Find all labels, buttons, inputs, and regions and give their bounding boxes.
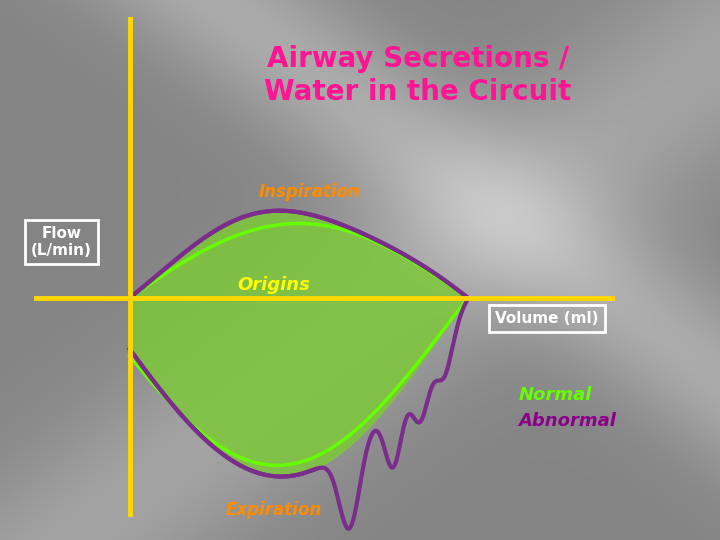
Text: Abnormal: Abnormal <box>518 412 616 430</box>
Text: Volume (ml): Volume (ml) <box>495 311 599 326</box>
Polygon shape <box>130 211 468 476</box>
Text: Inspiration: Inspiration <box>258 183 361 201</box>
Text: Airway Secretions /
Water in the Circuit: Airway Secretions / Water in the Circuit <box>264 45 571 106</box>
Text: Expiration: Expiration <box>225 501 322 519</box>
Text: Origins: Origins <box>237 276 310 294</box>
Text: Normal: Normal <box>518 386 592 404</box>
Text: Flow
(L/min): Flow (L/min) <box>31 226 91 258</box>
